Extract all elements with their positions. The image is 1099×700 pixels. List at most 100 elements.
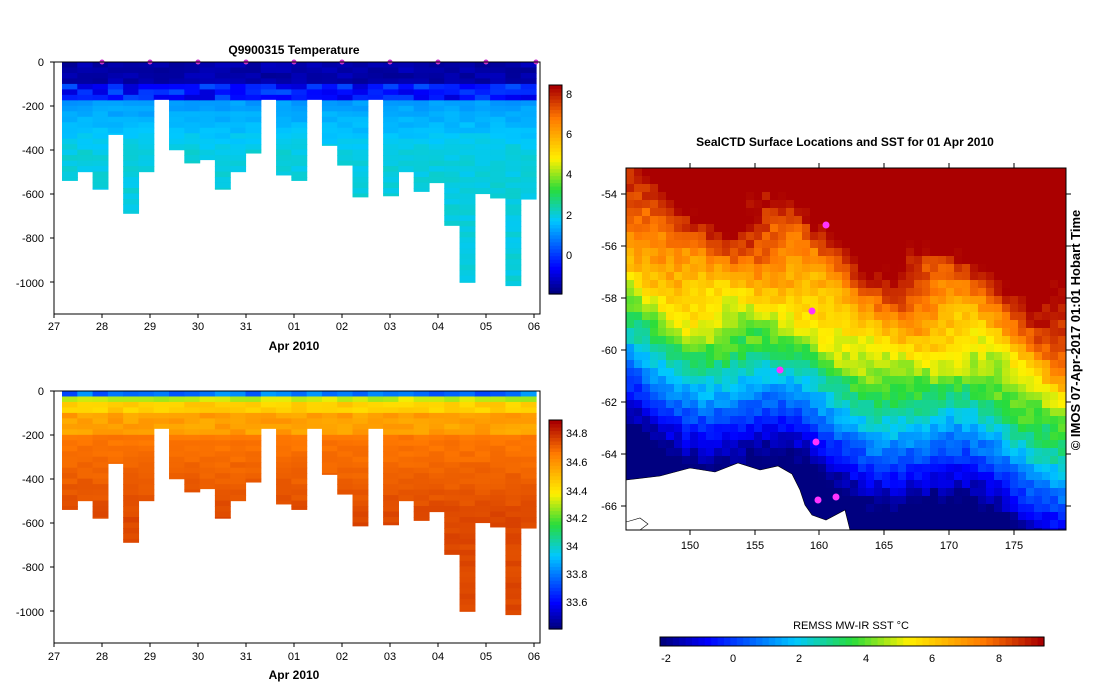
sst-cell <box>962 328 971 337</box>
sst-cell <box>1002 168 1011 177</box>
section-cell <box>428 451 445 458</box>
sst-cell <box>970 432 979 441</box>
sst-cell <box>682 400 691 409</box>
sst-cell <box>842 352 851 361</box>
sst-cell <box>858 488 867 497</box>
sst-cell <box>626 224 635 233</box>
sst-cell <box>706 176 715 185</box>
sst-cell <box>1058 512 1066 521</box>
section-cell <box>62 155 78 162</box>
sst-cell <box>946 216 955 225</box>
sst-cell <box>642 464 651 473</box>
section-cell <box>413 133 430 140</box>
sst-cell <box>658 240 667 249</box>
section-cell <box>199 407 216 414</box>
section-cell <box>352 133 369 140</box>
colorbar-swatch <box>549 472 562 477</box>
section-cell <box>291 401 308 409</box>
sst-cell <box>970 480 979 489</box>
sst-cell <box>626 288 635 297</box>
section-cell <box>520 445 537 452</box>
sst-cell <box>978 304 987 313</box>
sst-cell <box>970 352 979 361</box>
sst-cell <box>914 368 923 377</box>
sst-cell <box>1034 312 1043 321</box>
sst-cell <box>850 440 859 449</box>
sst-cell <box>1058 360 1066 369</box>
section-cell <box>214 122 231 129</box>
section-cell <box>214 500 231 507</box>
sst-cell <box>802 408 811 417</box>
colorbar-swatch <box>549 276 562 281</box>
sst-cell <box>962 288 971 297</box>
section-cell <box>383 62 399 69</box>
sst-cell <box>1034 416 1043 425</box>
sst-cell <box>946 312 955 321</box>
sst-cell <box>706 376 715 385</box>
colorbar-swatch <box>549 88 562 93</box>
sst-cell <box>690 360 699 369</box>
section-cell <box>138 133 155 140</box>
sst-cell <box>810 408 819 417</box>
colorbar-swatch <box>549 189 562 194</box>
sst-cell <box>770 224 779 233</box>
sst-cell <box>714 400 723 409</box>
sst-cell <box>946 520 955 529</box>
section-cell <box>245 467 262 474</box>
section-cell <box>520 473 537 480</box>
section-cell <box>230 138 247 145</box>
sst-cell <box>690 336 699 345</box>
sst-cell <box>986 352 995 361</box>
colorbar-swatch <box>549 590 562 595</box>
sst-cell <box>882 344 891 353</box>
sst-cell <box>866 280 875 289</box>
sst-cell <box>722 456 731 465</box>
sst-cell <box>914 328 923 337</box>
sst-cell <box>802 240 811 249</box>
section-cell <box>520 407 537 414</box>
section-cell <box>444 138 461 145</box>
colorbar-tick-label: 0 <box>566 250 572 262</box>
section-cell <box>352 83 369 90</box>
section-cell <box>230 484 247 491</box>
sst-cell <box>658 400 667 409</box>
sst-cell <box>1018 192 1027 201</box>
sst-cell <box>658 432 667 441</box>
sst-cell <box>714 312 723 321</box>
sst-cell <box>946 352 955 361</box>
section-cell <box>505 198 522 206</box>
sst-cell <box>930 168 939 177</box>
sst-cell <box>914 456 923 465</box>
sst-cell <box>1050 320 1059 329</box>
sst-cell <box>1042 200 1051 209</box>
sst-cell <box>714 408 723 417</box>
section-cell <box>413 166 430 173</box>
section-cell <box>260 67 277 74</box>
sst-cell <box>1050 168 1059 177</box>
sst-cell <box>738 416 747 425</box>
section-cell <box>199 116 216 123</box>
sst-cell <box>1026 440 1035 449</box>
sst-cell <box>642 440 651 449</box>
sst-cell <box>658 456 667 465</box>
sst-cell <box>890 400 899 409</box>
section-cell <box>77 155 94 162</box>
sst-cell <box>890 496 899 505</box>
sst-cell <box>882 184 891 193</box>
colorbar-swatch <box>992 637 1000 646</box>
sst-cell <box>762 176 771 185</box>
sst-cell <box>938 216 947 225</box>
section-cell <box>352 440 369 447</box>
section-cell <box>62 418 78 425</box>
sst-cell <box>938 440 947 449</box>
sst-cell <box>874 240 883 249</box>
section-cell <box>199 133 216 140</box>
sst-cell <box>962 400 971 409</box>
section-cell <box>245 391 262 398</box>
section-cell <box>352 116 369 123</box>
sst-cell <box>722 400 731 409</box>
sst-cell <box>634 304 643 313</box>
sst-cell <box>842 400 851 409</box>
sst-cell <box>802 496 811 505</box>
sst-cell <box>642 416 651 425</box>
